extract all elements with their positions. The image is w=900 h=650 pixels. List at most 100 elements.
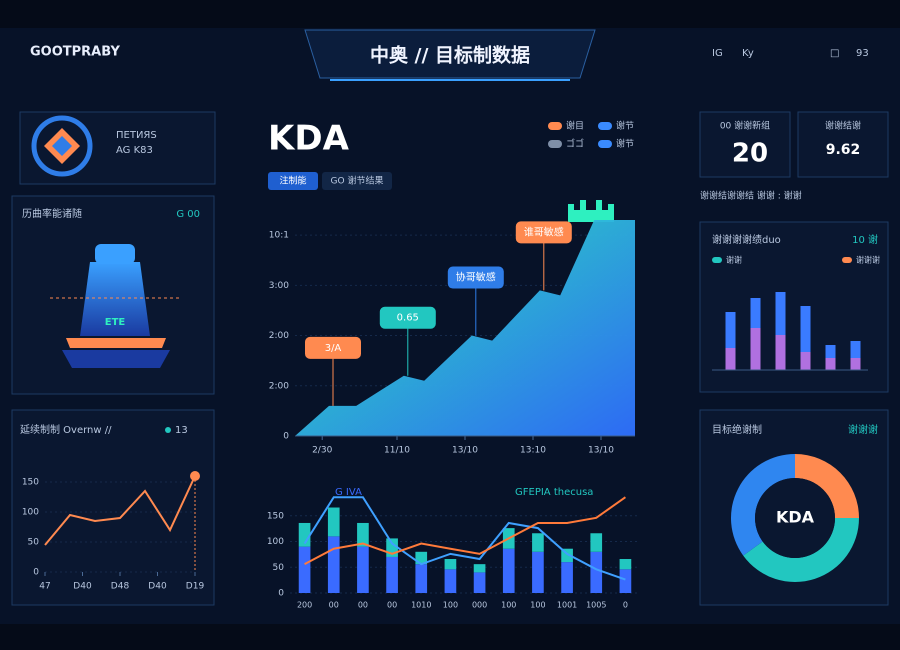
legend-label: 谢节 (616, 120, 634, 132)
tab-label[interactable]: 注制能 (279, 175, 306, 187)
donut-slice (731, 454, 795, 556)
bar-segment (750, 298, 761, 328)
status-icon[interactable]: □ (830, 48, 839, 59)
area (295, 220, 635, 436)
tower-body (80, 262, 150, 336)
legend-swatch (598, 122, 612, 130)
y-tick-label: 0 (33, 568, 39, 578)
panel-title: 历曲率能诸随 (22, 207, 82, 220)
peak-tower (568, 200, 614, 222)
line (304, 496, 626, 566)
x-tick-label: 000 (472, 601, 487, 610)
bar-segment (561, 548, 573, 563)
bar-segment (298, 522, 311, 547)
stats-caption: 谢谢结谢谢结 谢谢 : 谢谢 (700, 190, 802, 202)
bar-segment (473, 564, 486, 573)
y-tick-label: 10:1 (269, 231, 289, 241)
tower-badge: ETE (105, 317, 126, 328)
x-tick-label: 200 (297, 601, 312, 610)
bar-segment (532, 551, 544, 593)
legend-label: 谢谢 (726, 255, 742, 265)
bar-segment (357, 546, 369, 593)
bar-segment (725, 312, 736, 348)
stat-value: 9.62 (826, 142, 861, 158)
x-tick-label: 100 (530, 601, 545, 610)
bar-segment (415, 551, 428, 565)
panel-title: 谢谢谢谢绩duo (712, 233, 781, 246)
donut-slice (743, 518, 859, 583)
bar-segment (850, 341, 861, 358)
y-tick-label: 0 (283, 432, 289, 442)
y-tick-label: 150 (22, 478, 39, 488)
status-icon[interactable]: Ky (742, 48, 754, 59)
bar-segment (357, 522, 369, 547)
bar-segment (386, 556, 398, 593)
line (44, 475, 196, 546)
bar-segment (415, 564, 428, 593)
legend-swatch (842, 257, 852, 263)
bar-segment (386, 538, 398, 557)
x-tick-label: 00 (358, 601, 368, 610)
x-tick-label: 100 (501, 601, 516, 610)
tab[interactable] (322, 172, 392, 190)
y-tick-label: 100 (22, 508, 39, 518)
tab-label[interactable]: GO 谢节结果 (331, 175, 384, 187)
x-tick-label: 13:10 (520, 446, 546, 456)
x-tick-label: 0 (623, 601, 628, 610)
trend-panel (11, 409, 215, 606)
legend-swatch (165, 427, 171, 433)
bar-segment (298, 546, 311, 593)
stat-card (797, 111, 889, 178)
annotation: 协哥敏感 (456, 271, 496, 284)
page-title: 中奥 // 目标制数据 (370, 44, 530, 67)
panel-tag: G 00 (176, 209, 200, 220)
legend-label: 谢谢谢 (856, 255, 880, 265)
status-icon[interactable]: 93 (856, 48, 869, 59)
bar-segment (775, 292, 786, 335)
bar-segment (532, 533, 544, 552)
tab[interactable] (268, 172, 318, 190)
stat-label: 谢谢结谢 (825, 120, 861, 132)
profile-icon-core (52, 136, 72, 156)
x-tick-label: 47 (39, 582, 50, 592)
bar-segment (473, 572, 486, 593)
y-tick-label: 3:00 (269, 281, 289, 291)
y-tick-label: 100 (267, 537, 284, 547)
bar-segment (444, 559, 457, 570)
x-tick-label: 1005 (586, 601, 606, 610)
bar-segment (590, 533, 603, 552)
donut-hole (755, 478, 835, 558)
x-tick-label: D48 (111, 582, 130, 592)
x-tick-label: 2/30 (312, 446, 332, 456)
y-tick-label: 2:00 (269, 331, 289, 341)
y-tick-label: 0 (278, 589, 284, 599)
donut-center: KDA (776, 508, 815, 527)
annotation-box (515, 221, 572, 244)
x-tick-label: 00 (329, 601, 339, 610)
bar-segment (327, 507, 340, 537)
bar-segment (502, 548, 515, 593)
annotation-box (379, 306, 436, 329)
annotation: 谁哥敏感 (524, 225, 564, 238)
x-tick-label: 13/10 (588, 446, 614, 456)
brand: GOOTPRABY (30, 45, 120, 60)
x-tick-label: 100 (443, 601, 458, 610)
tower-ring (66, 338, 166, 348)
x-tick-label: D40 (148, 582, 167, 592)
donut-slice (795, 454, 859, 518)
tower-base (62, 350, 170, 368)
legend-label: 谢节 (616, 138, 634, 150)
legend-swatch (548, 122, 562, 130)
y-tick-label: 50 (273, 563, 285, 573)
status-icon[interactable]: IG (712, 48, 723, 59)
bar-segment (327, 536, 340, 593)
panel-title: 目标绝谢制 (712, 423, 762, 436)
x-tick-label: D19 (186, 582, 205, 592)
legend-label: 13 (175, 425, 188, 436)
legend-swatch (712, 257, 722, 263)
bar-segment (775, 335, 786, 370)
annotation: 3/A (325, 343, 342, 354)
y-tick-label: 2:00 (269, 381, 289, 391)
profile-line: AG K83 (116, 145, 153, 156)
bar-segment (619, 569, 632, 593)
